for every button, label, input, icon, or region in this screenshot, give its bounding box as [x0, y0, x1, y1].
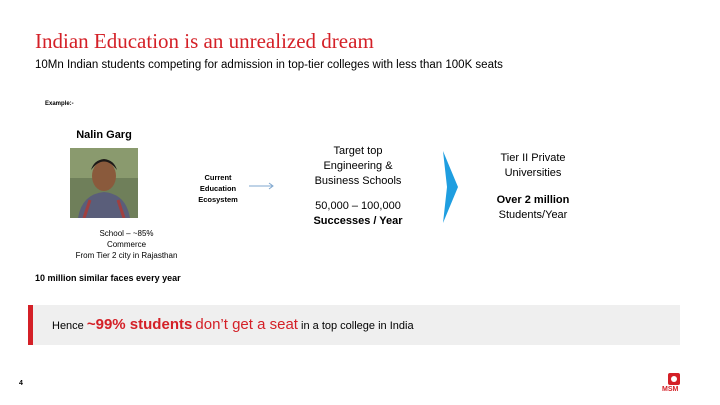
banner-lead: Hence [52, 320, 84, 332]
detail-line: Commerce [106, 240, 147, 249]
title: Indian Education is an unrealized dream [35, 29, 374, 53]
ecosystem-label: Current Education Ecosystem [188, 172, 248, 205]
tier-count: Over 2 million [496, 194, 570, 206]
logo-mark [668, 373, 680, 385]
target-line: Business Schools [314, 175, 402, 187]
banner-highlight-rest: don’t get a seat [195, 316, 298, 333]
person-name: Nalin Garg [76, 129, 132, 141]
target-block: Target top Engineering & Business School… [298, 144, 418, 229]
tier-rate: Students/Year [498, 209, 568, 221]
detail-line: From Tier 2 city in Rajasthan [75, 251, 178, 260]
banner [28, 305, 680, 345]
eco-line: Ecosystem [198, 195, 238, 204]
page-number: 4 [19, 380, 23, 387]
tier-line: Tier II Private [500, 152, 566, 164]
person-photo [70, 148, 138, 218]
detail-line: School – ~85% [99, 229, 154, 238]
target-line: Engineering & [323, 160, 393, 172]
person-details: School – ~85% Commerce From Tier 2 city … [54, 228, 199, 261]
banner-highlight: ~99% students [86, 316, 193, 333]
chevron [443, 151, 458, 223]
tier-line: Universities [504, 167, 562, 179]
banner-tail: in a top college in India [301, 320, 414, 332]
banner-text: Hence ~99% students don’t get a seat in … [52, 305, 414, 345]
target-line: Target top [333, 145, 383, 157]
eco-line: Current [204, 173, 232, 182]
target-range: 50,000 – 100,000 [315, 200, 401, 212]
tier-block: Tier II Private Universities Over 2 mill… [473, 151, 593, 223]
eco-line: Education [199, 184, 237, 193]
flow-arrow [249, 182, 274, 190]
example-label: Example:- [45, 101, 74, 107]
banner-accent [28, 305, 33, 345]
caption: 10 million similar faces every year [35, 273, 181, 283]
logo-text: MSM [662, 386, 679, 393]
target-rate: Successes / Year [313, 215, 403, 227]
subtitle: 10Mn Indian students competing for admis… [35, 59, 503, 71]
